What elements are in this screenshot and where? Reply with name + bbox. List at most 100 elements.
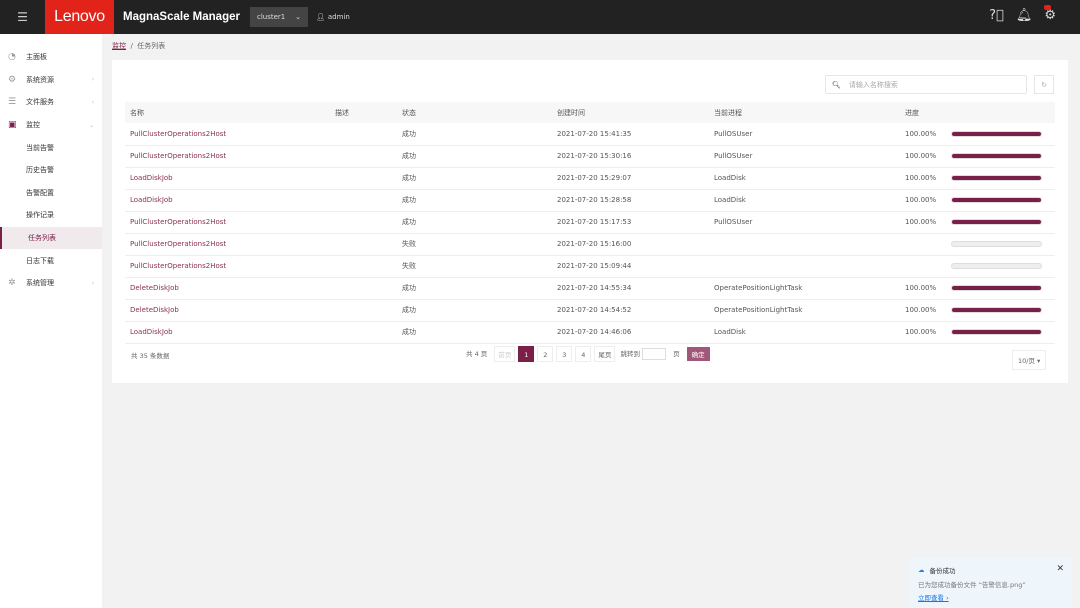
task-status: 成功 xyxy=(397,277,552,300)
sidebar-item[interactable]: ⚙ 系统资源 › xyxy=(0,69,102,92)
progress-fill xyxy=(952,220,1041,224)
page-button[interactable]: 4 xyxy=(575,346,592,362)
cluster-value: cluster1 xyxy=(256,13,286,21)
toast-view-link[interactable]: 立即查看 › xyxy=(918,594,949,602)
table-row: LoadDiskJob 成功 2021-07-20 15:28:58 LoadD… xyxy=(125,189,1055,212)
sidebar-item-label: 系统资源 xyxy=(26,75,54,84)
sidebar-item-label: 主面板 xyxy=(26,53,47,62)
table-row: PullClusterOperations2Host 成功 2021-07-20… xyxy=(125,145,1055,168)
refresh-button[interactable]: ↻ xyxy=(1034,75,1054,94)
monitor-icon: ▣ xyxy=(8,120,17,131)
progress-fill xyxy=(952,308,1041,312)
task-name-link[interactable]: DeleteDiskJob xyxy=(125,299,330,322)
table-row: LoadDiskJob 成功 2021-07-20 14:46:06 LoadD… xyxy=(125,321,1055,344)
total-count: 共 35 条数据 xyxy=(131,352,170,360)
task-status: 成功 xyxy=(397,167,552,190)
close-icon[interactable]: ✕ xyxy=(1056,564,1064,574)
task-status: 成功 xyxy=(397,189,552,212)
task-name-link[interactable]: PullClusterOperations2Host xyxy=(125,211,330,234)
col-status: 状态 xyxy=(397,102,552,123)
task-status: 成功 xyxy=(397,321,552,344)
task-desc xyxy=(330,189,397,212)
sidebar-item[interactable]: ☰ 文件服务 › xyxy=(0,91,102,114)
dashboard-icon: ◔ xyxy=(8,52,16,63)
progress-fill xyxy=(952,131,1041,136)
task-created: 2021-07-20 15:29:07 xyxy=(552,167,709,190)
chevron-down-icon: ⌄ xyxy=(295,13,301,21)
sidebar-item-label: 操作记录 xyxy=(26,211,54,220)
sidebar-item[interactable]: 任务列表 xyxy=(0,226,102,250)
task-progress-text: 100.00% xyxy=(900,299,946,322)
task-created: 2021-07-20 15:17:53 xyxy=(552,211,709,234)
task-name-link[interactable]: PullClusterOperations2Host xyxy=(125,145,330,168)
search-input[interactable]: 🔍︎ 请输入名称搜索 xyxy=(825,75,1027,94)
last-page-button[interactable]: 尾页 xyxy=(594,346,616,362)
task-name-link[interactable]: PullClusterOperations2Host xyxy=(125,255,330,278)
progress-fill xyxy=(952,176,1041,180)
task-created: 2021-07-20 14:46:06 xyxy=(552,321,709,344)
task-progress-bar xyxy=(946,277,1055,300)
task-desc xyxy=(330,321,397,344)
search-placeholder: 请输入名称搜索 xyxy=(848,80,898,89)
col-process: 当前进程 xyxy=(709,102,900,123)
page-button[interactable]: 2 xyxy=(537,346,554,362)
task-status: 成功 xyxy=(397,211,552,234)
task-name-link[interactable]: PullClusterOperations2Host xyxy=(125,123,330,146)
cluster-select[interactable]: cluster1 ⌄ xyxy=(249,7,308,27)
task-desc xyxy=(330,145,397,168)
task-created: 2021-07-20 14:54:52 xyxy=(552,299,709,322)
jump-page-input[interactable] xyxy=(642,348,667,360)
page-size-select[interactable]: 10/页 ▾ xyxy=(1012,350,1047,370)
table-row: DeleteDiskJob 成功 2021-07-20 14:54:52 Ope… xyxy=(125,299,1055,322)
task-progress-text xyxy=(900,233,946,256)
task-desc xyxy=(330,123,397,146)
task-name-link[interactable]: PullClusterOperations2Host xyxy=(125,233,330,256)
page-button[interactable]: 1 xyxy=(518,346,535,362)
task-process: LoadDisk xyxy=(709,167,900,190)
breadcrumb: 监控 / 任务列表 xyxy=(112,41,165,51)
gear-icon[interactable]: ⚙ xyxy=(1044,8,1056,23)
sidebar-item[interactable]: ✲ 系统管理 › xyxy=(0,272,102,295)
bell-icon[interactable]: 🔔︎ xyxy=(1016,5,1051,23)
task-name-link[interactable]: DeleteDiskJob xyxy=(125,277,330,300)
toast-title: 备份成功 xyxy=(929,567,956,575)
task-name-link[interactable]: LoadDiskJob xyxy=(125,167,330,190)
sidebar-item[interactable]: 告警配置 xyxy=(0,182,102,205)
task-status: 失败 xyxy=(397,233,552,256)
sidebar-item[interactable]: ▣ 监控 ⌄ xyxy=(0,114,102,137)
sidebar-item[interactable]: 操作记录 xyxy=(0,204,102,227)
task-name-link[interactable]: LoadDiskJob xyxy=(125,321,330,344)
pages-total: 共 4 页 xyxy=(466,350,488,358)
col-name: 名称 xyxy=(125,102,330,123)
task-progress-bar xyxy=(946,167,1055,190)
breadcrumb-parent[interactable]: 监控 xyxy=(112,42,126,50)
user-icon: 👤︎ xyxy=(315,13,325,21)
sidebar-item[interactable]: 日志下载 xyxy=(0,249,102,272)
pagination: 共 4 页 前页 1 2 3 4 尾页 跳转到 页 确定 xyxy=(466,346,710,362)
prev-page-button[interactable]: 前页 xyxy=(494,346,516,362)
username: admin xyxy=(327,13,350,21)
task-process: PullOSUser xyxy=(709,123,900,146)
refresh-icon: ↻ xyxy=(1041,80,1047,89)
col-created: 创建时间 xyxy=(552,102,709,123)
gear-icon: ⚙ xyxy=(8,74,17,85)
sidebar-item[interactable]: ◔ 主面板 xyxy=(0,46,102,69)
table-row: PullClusterOperations2Host 失败 2021-07-20… xyxy=(125,255,1055,278)
task-desc xyxy=(330,299,397,322)
sidebar-item[interactable]: 当前告警 xyxy=(0,136,102,159)
task-name-link[interactable]: LoadDiskJob xyxy=(125,189,330,212)
notification-badge xyxy=(1043,5,1051,10)
help-icon[interactable]: ?⃝ xyxy=(989,8,1004,23)
page-button[interactable]: 3 xyxy=(556,346,573,362)
user-menu[interactable]: 👤︎ admin xyxy=(316,13,350,21)
sidebar-item-label: 日志下载 xyxy=(26,256,54,265)
sidebar-item-label: 告警配置 xyxy=(26,188,54,197)
sidebar-item-label: 监控 xyxy=(26,121,40,130)
breadcrumb-separator: / xyxy=(130,42,133,50)
menu-icon[interactable]: ☰ xyxy=(17,10,28,24)
task-desc xyxy=(330,277,397,300)
confirm-button[interactable]: 确定 xyxy=(686,347,710,361)
table-row: DeleteDiskJob 成功 2021-07-20 14:55:34 Ope… xyxy=(125,277,1055,300)
sidebar-item[interactable]: 历史告警 xyxy=(0,159,102,182)
task-progress-text: 100.00% xyxy=(900,189,946,212)
